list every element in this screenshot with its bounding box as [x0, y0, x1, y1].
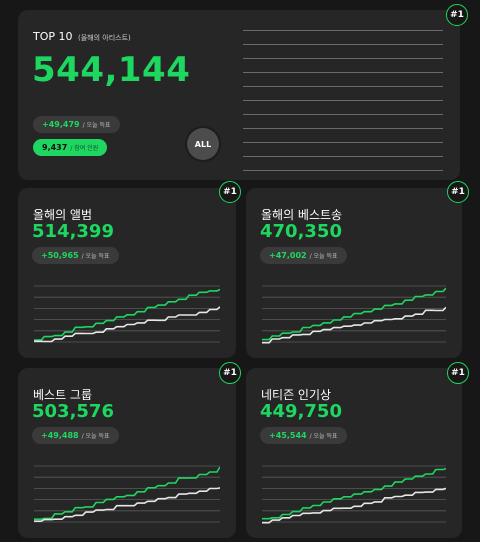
album-votes: 514,399 — [32, 221, 114, 242]
group-card[interactable]: 베스트 그룹 503,576 +49,488 / 오늘 득표 — [18, 368, 236, 538]
group-title: 베스트 그룹 — [33, 388, 93, 402]
group-trend-chart — [34, 465, 220, 523]
album-card[interactable]: 올해의 앨범 514,399 +50,965 / 오늘 득표 — [18, 188, 236, 358]
daily-votes-line — [34, 487, 220, 523]
top10-card: TOP 10 (올해의 아티스트) 544,144 +49,479 / 오늘 득… — [18, 10, 460, 180]
daily-votes-line — [262, 306, 446, 344]
group-delta-caption: / 오늘 득표 — [81, 433, 110, 440]
top10-count-value: 9,437 — [42, 143, 68, 152]
song-title: 올해의 베스트송 — [261, 208, 343, 222]
song-trend-chart — [262, 285, 446, 344]
daily-votes-line — [262, 487, 446, 524]
netizen-trend-chart — [262, 465, 446, 524]
list-divider — [243, 58, 443, 59]
all-button[interactable]: ALL — [187, 128, 219, 160]
total-votes-line — [34, 288, 220, 341]
group-rank-badge: #1 — [219, 362, 241, 384]
top10-rank-badge: #1 — [446, 4, 468, 26]
netizen-rank-badge: #1 — [447, 362, 469, 384]
top10-title: TOP 10 (올해의 아티스트) — [33, 30, 131, 43]
top10-list-lines — [243, 30, 443, 180]
song-delta-value: +47,002 — [269, 251, 307, 260]
song-delta-caption: / 오늘 득표 — [309, 253, 338, 260]
list-divider — [243, 72, 443, 73]
song-votes: 470,350 — [260, 221, 342, 242]
list-divider — [243, 114, 443, 115]
list-divider — [243, 30, 443, 31]
list-divider — [243, 86, 443, 87]
song-delta-pill: +47,002 / 오늘 득표 — [260, 247, 347, 264]
netizen-votes: 449,750 — [260, 401, 342, 422]
total-votes-line — [34, 466, 220, 521]
total-votes-line — [262, 467, 446, 520]
netizen-delta-caption: / 오늘 득표 — [309, 433, 338, 440]
total-votes-line — [262, 287, 446, 341]
list-divider — [243, 170, 443, 171]
netizen-delta-value: +45,544 — [269, 431, 307, 440]
album-delta-pill: +50,965 / 오늘 득표 — [32, 247, 119, 264]
top10-title-text: TOP 10 — [33, 30, 73, 43]
list-divider — [243, 44, 443, 45]
album-trend-chart — [34, 285, 220, 343]
group-votes: 503,576 — [32, 401, 114, 422]
top10-total-votes: 544,144 — [32, 50, 191, 90]
top10-delta-pill: +49,479 / 오늘 득표 — [33, 116, 120, 133]
netizen-card[interactable]: 네티즌 인기상 449,750 +45,544 / 오늘 득표 — [246, 368, 462, 538]
netizen-title: 네티즌 인기상 — [261, 388, 332, 402]
album-delta-value: +50,965 — [41, 251, 79, 260]
list-divider — [243, 142, 443, 143]
top10-delta-caption: / 오늘 득표 — [82, 122, 111, 129]
group-delta-pill: +49,488 / 오늘 득표 — [32, 427, 119, 444]
list-divider — [243, 100, 443, 101]
song-rank-badge: #1 — [447, 181, 469, 203]
album-delta-caption: / 오늘 득표 — [81, 253, 110, 260]
top10-subtitle: (올해의 아티스트) — [78, 34, 131, 42]
list-divider — [243, 156, 443, 157]
top10-delta-value: +49,479 — [42, 120, 80, 129]
list-divider — [243, 128, 443, 129]
netizen-delta-pill: +45,544 / 오늘 득표 — [260, 427, 347, 444]
group-delta-value: +49,488 — [41, 431, 79, 440]
daily-votes-line — [34, 306, 220, 343]
song-card[interactable]: 올해의 베스트송 470,350 +47,002 / 오늘 득표 — [246, 188, 462, 358]
album-rank-badge: #1 — [219, 181, 241, 203]
top10-count-pill: 9,437 / 참여 인원 — [33, 139, 108, 156]
album-title: 올해의 앨범 — [33, 208, 93, 222]
top10-count-caption: / 참여 인원 — [70, 145, 99, 152]
